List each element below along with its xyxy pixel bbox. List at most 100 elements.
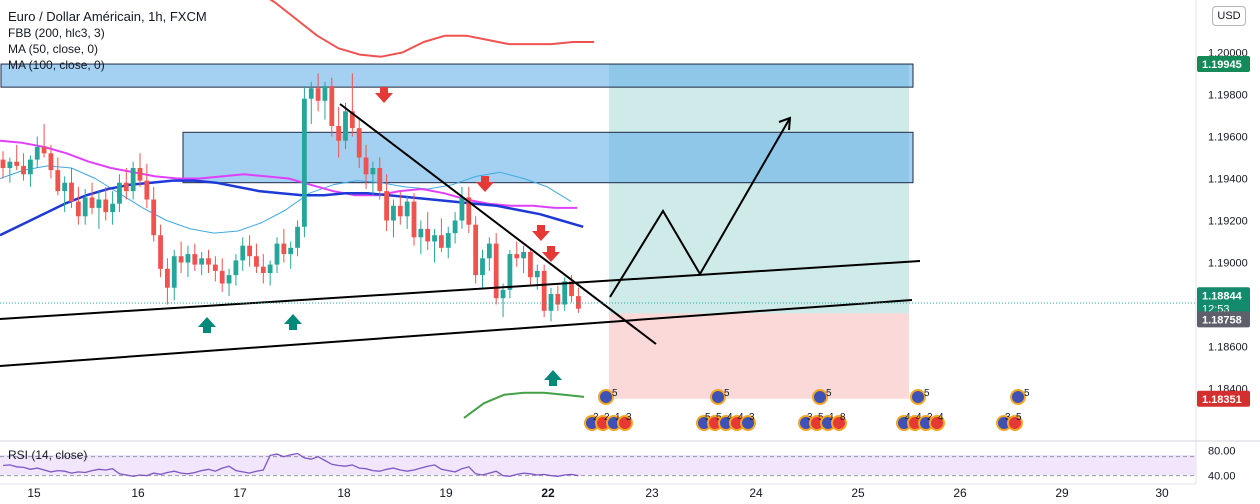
event-flag-icon[interactable] — [831, 415, 847, 431]
candle[interactable] — [7, 157, 13, 183]
eu-flag-icon[interactable] — [710, 389, 726, 405]
candle[interactable] — [377, 157, 383, 200]
candle[interactable] — [75, 186, 81, 225]
eu-flag-icon[interactable] — [910, 389, 926, 405]
candle[interactable] — [445, 226, 451, 259]
candle[interactable] — [41, 123, 47, 158]
candle[interactable] — [110, 191, 115, 225]
indicator-ma50-label[interactable]: MA (50, close, 0) — [8, 42, 99, 56]
candle[interactable] — [178, 241, 184, 274]
entry-price-badge[interactable]: 1.18758 — [1197, 311, 1250, 328]
candle[interactable] — [356, 119, 362, 168]
candle[interactable] — [103, 186, 109, 221]
candle[interactable] — [274, 237, 280, 273]
candle[interactable] — [192, 243, 198, 271]
sell-arrow-icon[interactable] — [532, 225, 550, 241]
candle[interactable] — [391, 199, 396, 238]
candle[interactable] — [96, 191, 102, 229]
candle[interactable] — [425, 212, 431, 250]
candle[interactable] — [199, 252, 205, 276]
event-flag-icon[interactable] — [1007, 415, 1023, 431]
candle[interactable] — [62, 176, 68, 213]
rsi-indicator-label[interactable]: RSI (14, close) — [8, 448, 88, 462]
candle[interactable] — [349, 73, 355, 137]
candle[interactable] — [322, 81, 328, 120]
candle[interactable] — [507, 249, 513, 299]
candle[interactable] — [281, 228, 287, 263]
candle[interactable] — [452, 212, 458, 244]
economic-event-group[interactable]: 54 4 2 4 — [896, 388, 945, 431]
candle[interactable] — [89, 182, 95, 215]
candle[interactable] — [466, 186, 472, 234]
candle[interactable] — [69, 168, 74, 208]
candle[interactable] — [55, 157, 61, 196]
candle[interactable] — [34, 136, 40, 169]
event-flag-icon[interactable] — [617, 415, 633, 431]
candle[interactable] — [548, 287, 554, 322]
candle[interactable] — [486, 237, 492, 271]
stop-price-badge[interactable]: 1.18351 — [1197, 390, 1250, 407]
candle[interactable] — [219, 258, 225, 292]
candle[interactable] — [514, 241, 520, 267]
candle[interactable] — [329, 77, 335, 137]
candle[interactable] — [14, 144, 20, 171]
event-flag-icon[interactable] — [740, 415, 756, 431]
economic-event-group[interactable]: 52 2 1 3 — [584, 388, 633, 431]
candle[interactable] — [151, 186, 157, 242]
candle[interactable] — [397, 191, 403, 225]
candle[interactable] — [123, 168, 129, 200]
candle[interactable] — [343, 102, 348, 150]
currency-button[interactable]: USD — [1212, 6, 1246, 26]
candle[interactable] — [541, 264, 547, 318]
buy-arrow-icon[interactable] — [284, 314, 302, 330]
candle[interactable] — [240, 237, 246, 271]
upper-channel-line[interactable] — [0, 260, 921, 320]
candle[interactable] — [226, 268, 232, 297]
candle[interactable] — [212, 256, 218, 282]
candle[interactable] — [254, 243, 259, 273]
sell-arrow-icon[interactable] — [476, 176, 494, 192]
candle[interactable] — [418, 220, 424, 255]
candle[interactable] — [528, 247, 533, 286]
candle[interactable] — [260, 254, 266, 284]
descending-trendline[interactable] — [339, 103, 657, 345]
candle[interactable] — [480, 249, 485, 288]
candle[interactable] — [370, 161, 376, 196]
candle[interactable] — [158, 224, 163, 278]
candle[interactable] — [48, 144, 54, 179]
candle[interactable] — [165, 258, 170, 305]
candle[interactable] — [288, 241, 294, 269]
candle[interactable] — [473, 216, 479, 284]
sell-arrow-icon[interactable] — [375, 87, 393, 103]
candle[interactable] — [363, 144, 369, 189]
economic-event-group[interactable]: 55 5 4 4 3 — [696, 388, 756, 431]
symbol-title[interactable]: Euro / Dollar Américain, 1h, FXCM — [8, 9, 207, 24]
candle[interactable] — [576, 287, 581, 313]
candle[interactable] — [267, 260, 273, 286]
candle[interactable] — [247, 235, 252, 267]
candle[interactable] — [439, 218, 444, 252]
indicator-ma100-label[interactable]: MA (100, close, 0) — [8, 58, 105, 72]
upper-resistance-zone[interactable] — [0, 63, 914, 88]
candle[interactable] — [521, 245, 526, 273]
candle[interactable] — [28, 155, 33, 187]
candle[interactable] — [295, 220, 300, 257]
candle[interactable] — [144, 163, 150, 208]
candle[interactable] — [315, 73, 321, 112]
candle[interactable] — [302, 86, 307, 238]
candle[interactable] — [384, 174, 389, 231]
event-flag-icon[interactable] — [929, 415, 945, 431]
eu-flag-icon[interactable] — [598, 389, 614, 405]
candle[interactable] — [411, 193, 417, 246]
candle[interactable] — [21, 153, 26, 181]
candle[interactable] — [459, 186, 465, 229]
price-axis[interactable] — [1196, 0, 1260, 504]
candle[interactable] — [130, 161, 136, 200]
candle[interactable] — [233, 254, 239, 286]
eu-flag-icon[interactable] — [812, 389, 828, 405]
candle[interactable] — [82, 189, 88, 225]
target-price-badge[interactable]: 1.19945 — [1197, 56, 1250, 73]
middle-resistance-zone[interactable] — [182, 131, 914, 184]
candle[interactable] — [137, 153, 143, 187]
